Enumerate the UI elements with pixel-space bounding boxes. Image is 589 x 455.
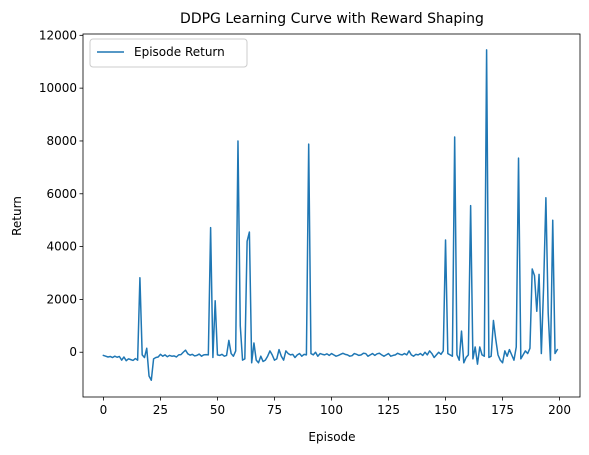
x-tick-label: 75 bbox=[267, 403, 282, 417]
x-tick-label: 200 bbox=[548, 403, 571, 417]
series-layer bbox=[102, 49, 559, 381]
x-tick-label: 150 bbox=[434, 403, 457, 417]
x-tick-label: 100 bbox=[320, 403, 343, 417]
x-tick-label: 175 bbox=[491, 403, 514, 417]
x-tick-label: 25 bbox=[153, 403, 168, 417]
y-tick-label: 8000 bbox=[46, 134, 77, 148]
y-tick-label: 0 bbox=[69, 345, 77, 359]
legend-label: Episode Return bbox=[134, 45, 225, 59]
y-tick-label: 4000 bbox=[46, 240, 77, 254]
axes-frame bbox=[82, 33, 581, 398]
plot-area bbox=[83, 34, 580, 397]
y-tick-label: 6000 bbox=[46, 187, 77, 201]
y-tick-label: 12000 bbox=[39, 28, 77, 42]
x-tick-label: 0 bbox=[100, 403, 108, 417]
y-axis-label: Return bbox=[10, 196, 24, 236]
series-line-0 bbox=[102, 49, 559, 381]
chart-title: DDPG Learning Curve with Reward Shaping bbox=[180, 11, 484, 27]
y-tick-label: 2000 bbox=[46, 292, 77, 306]
legend: Episode Return bbox=[89, 38, 248, 68]
legend-box bbox=[89, 38, 248, 68]
x-tick-label: 50 bbox=[210, 403, 225, 417]
y-tick-label: 10000 bbox=[39, 81, 77, 95]
x-tick-label: 125 bbox=[377, 403, 400, 417]
x-axis-label: Episode bbox=[308, 430, 355, 444]
axis-ticks: 0 25 50 75 100 125 150 175 200020004000600080001… bbox=[39, 28, 571, 417]
